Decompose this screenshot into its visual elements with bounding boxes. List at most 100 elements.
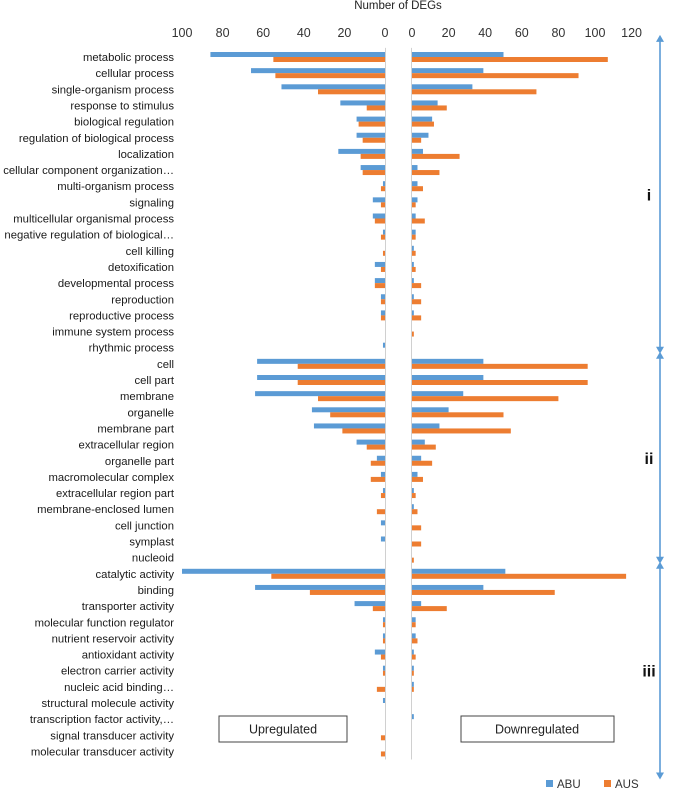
bar-aus-down xyxy=(412,315,422,321)
category-label: membrane-enclosed lumen xyxy=(37,504,174,516)
right-tick-label: 60 xyxy=(515,26,529,40)
category-label: response to stimulus xyxy=(70,100,174,112)
bar-abu-up xyxy=(281,84,385,90)
category-label: organelle part xyxy=(105,456,175,468)
bar-aus-down xyxy=(412,557,414,563)
bar-aus-up xyxy=(380,493,385,499)
category-label: reproductive process xyxy=(69,310,174,322)
bar-aus-down xyxy=(412,250,416,256)
bar-abu-down xyxy=(412,649,414,655)
category-label: transporter activity xyxy=(82,601,175,613)
bar-abu-up xyxy=(257,375,385,380)
bar-abu-down xyxy=(412,407,449,413)
category-label: regulation of biological process xyxy=(19,133,174,145)
group-arrowhead-top xyxy=(656,351,664,359)
bar-abu-down xyxy=(412,601,422,607)
bar-aus-up xyxy=(380,186,385,192)
bar-abu-up xyxy=(374,649,385,655)
bar-abu-up xyxy=(380,471,385,477)
right-tick-label: 120 xyxy=(621,26,642,40)
bar-aus-up xyxy=(380,202,385,208)
downregulated-box xyxy=(460,715,615,743)
category-label: organelle xyxy=(128,407,174,419)
upregulated-box xyxy=(218,715,348,743)
group-arrowhead-bottom xyxy=(656,556,664,564)
group-arrowhead-bottom xyxy=(656,346,664,354)
bar-aus-up xyxy=(309,589,385,595)
group-label: i xyxy=(647,187,651,204)
bar-abu-down xyxy=(412,148,423,154)
bar-aus-down xyxy=(412,331,414,337)
chart-title: Number of DEGs xyxy=(354,0,442,12)
bar-aus-down xyxy=(412,73,579,79)
category-label: nutrient reservoir activity xyxy=(52,633,175,645)
bar-abu-up xyxy=(382,229,385,235)
bar-aus-up xyxy=(362,137,385,143)
category-label: developmental process xyxy=(58,278,175,290)
bar-abu-up xyxy=(382,698,385,703)
category-label: cell killing xyxy=(126,246,174,258)
group-label: ii xyxy=(645,451,654,468)
bar-abu-down xyxy=(412,213,416,219)
bar-abu-down xyxy=(412,165,418,171)
bar-abu-up xyxy=(356,116,385,122)
bar-aus-up xyxy=(360,153,385,159)
bar-abu-down xyxy=(412,100,438,106)
left-tick-label: 60 xyxy=(256,26,270,40)
bar-abu-up xyxy=(210,52,385,57)
bar-abu-up xyxy=(374,261,385,267)
bar-aus-down xyxy=(412,686,414,692)
bars xyxy=(182,52,627,757)
bar-aus-up xyxy=(376,509,385,515)
bar-aus-down xyxy=(412,493,416,499)
right-tick-label: 40 xyxy=(478,26,492,40)
bar-abu-down xyxy=(412,504,414,510)
group-arrowhead-bottom xyxy=(656,772,664,780)
left-tick-label: 80 xyxy=(216,26,230,40)
bar-aus-down xyxy=(412,606,447,612)
bar-abu-up xyxy=(251,68,385,74)
bar-aus-down xyxy=(412,670,414,676)
bar-abu-up xyxy=(382,633,385,639)
legend-label-abu: ABU xyxy=(557,779,581,791)
category-label: cellular component organization… xyxy=(3,165,174,177)
bar-aus-down xyxy=(412,202,416,208)
category-label: membrane part xyxy=(97,423,174,435)
bar-aus-down xyxy=(412,428,511,434)
bar-aus-up xyxy=(366,444,385,450)
upregulated-label: Upregulated xyxy=(249,723,317,737)
legend-swatch-aus xyxy=(604,780,611,787)
bar-aus-down xyxy=(412,121,434,127)
bar-abu-up xyxy=(380,536,385,542)
bar-abu-up xyxy=(382,488,385,494)
bar-aus-up xyxy=(275,73,385,79)
category-label: transcription factor activity,… xyxy=(30,714,174,726)
bar-abu-up xyxy=(380,520,385,526)
category-label: reproduction xyxy=(111,294,174,306)
bar-abu-up xyxy=(313,423,385,429)
bar-abu-down xyxy=(412,294,414,300)
bar-aus-up xyxy=(370,476,385,482)
bar-aus-down xyxy=(412,638,418,644)
legend: ABU AUS xyxy=(546,779,639,791)
category-label: macromolecular complex xyxy=(48,472,174,484)
category-label: nucleoid xyxy=(132,553,174,565)
bar-aus-up xyxy=(366,105,385,111)
bar-aus-up xyxy=(297,380,385,385)
category-label: extracellular region xyxy=(79,440,174,452)
bar-abu-down xyxy=(412,310,414,316)
bar-aus-up xyxy=(358,121,385,127)
bar-aus-down xyxy=(412,137,422,143)
bar-aus-down xyxy=(412,573,627,579)
bar-aus-down xyxy=(412,218,425,224)
category-label: structural molecule activity xyxy=(42,698,175,710)
bar-abu-down xyxy=(412,197,418,203)
group-arrowhead-top xyxy=(656,34,664,42)
bar-abu-down xyxy=(412,568,506,574)
category-label: membrane xyxy=(120,391,174,403)
bar-abu-down xyxy=(412,278,414,284)
bar-aus-down xyxy=(412,283,422,289)
bar-abu-down xyxy=(412,681,414,687)
bar-abu-up xyxy=(360,165,385,171)
bar-aus-up xyxy=(342,428,385,434)
